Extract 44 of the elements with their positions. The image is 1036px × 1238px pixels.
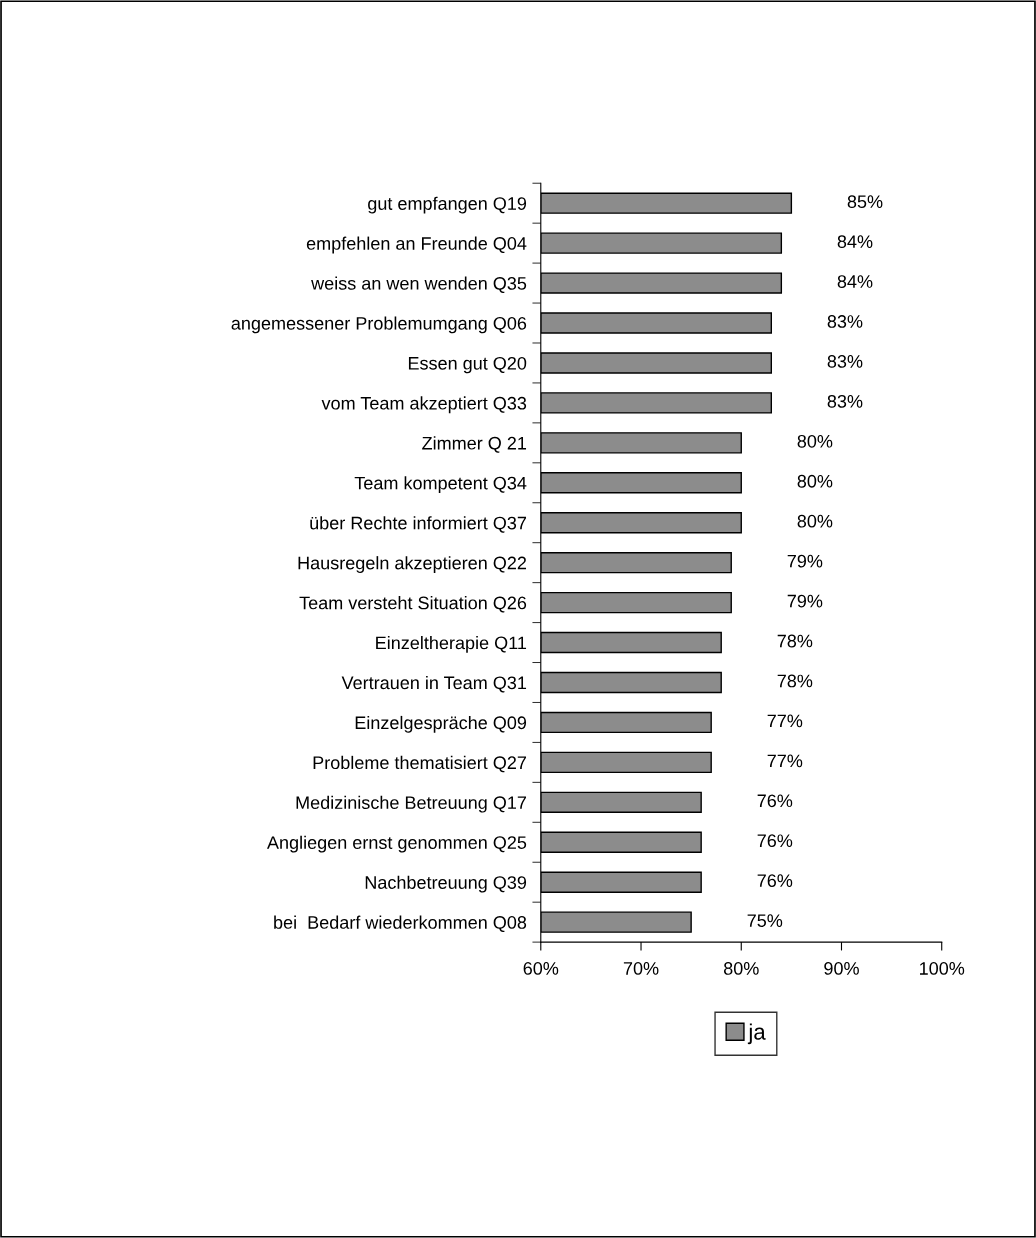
text: 77%	[767, 714, 803, 728]
x-tick-label: 70%	[623, 962, 659, 975]
text: 84%	[837, 275, 873, 288]
text: 83%	[827, 315, 863, 328]
y-tick-label: bei Bedarf wiederkommen Q08	[274, 915, 527, 933]
x-tick-label: 60%	[523, 962, 559, 975]
y-tick-label: Team kompetent Q34	[354, 476, 527, 494]
y-tick-label: über Rechte informiert Q37	[310, 516, 527, 533]
y-tick-label: Hausregeln akzeptieren Q22	[298, 556, 527, 573]
y-tick-label: angemessener Problemumgang Q06	[231, 316, 527, 334]
text: 85%	[847, 195, 883, 209]
text: 79%	[787, 594, 823, 608]
y-tick-label: Nachbetreuung Q39	[365, 875, 527, 893]
y-tick-label: weiss an wen wenden Q35	[311, 276, 527, 294]
text: 80%	[797, 474, 833, 488]
text: 76%	[757, 834, 793, 848]
x-tick-label: 100%	[920, 962, 965, 975]
text: 80%	[797, 434, 833, 448]
text: 77%	[767, 754, 803, 768]
text: 83%	[827, 355, 863, 368]
y-tick-label: Essen gut Q20	[408, 356, 527, 374]
y-tick-label: Team versteht Situation Q26	[299, 596, 527, 613]
x-tick-label: 90%	[824, 962, 859, 975]
text: 80%	[797, 514, 833, 528]
text: 83%	[827, 394, 863, 408]
text: 78%	[777, 634, 813, 648]
y-tick-label: Vertrauen in Team Q31	[341, 675, 527, 693]
y-tick-label: Zimmer Q 21	[422, 436, 527, 453]
y-tick-label: Medizinische Betreuung Q17	[296, 795, 527, 813]
text: 84%	[837, 235, 873, 248]
y-tick-label: gut empfangen Q19	[368, 196, 527, 214]
y-tick-label: vom Team akzeptiert Q33	[321, 396, 527, 414]
text: 76%	[757, 794, 793, 808]
y-tick-label: Einzeltherapie Q11	[376, 636, 527, 653]
y-tick-label: Probleme thematisiert Q27	[313, 755, 527, 773]
text: 76%	[757, 874, 793, 888]
y-tick-label: empfehlen an Freunde Q04	[306, 236, 527, 254]
legend-label: ja	[747, 1023, 766, 1045]
text: 79%	[787, 554, 823, 568]
y-tick-label: Einzelgespräche Q09	[355, 715, 527, 733]
text: 78%	[777, 674, 813, 688]
x-tick-label: 80%	[723, 962, 759, 975]
y-tick-label: Angliegen ernst genommen Q25	[267, 835, 527, 853]
text: 75%	[747, 914, 783, 927]
